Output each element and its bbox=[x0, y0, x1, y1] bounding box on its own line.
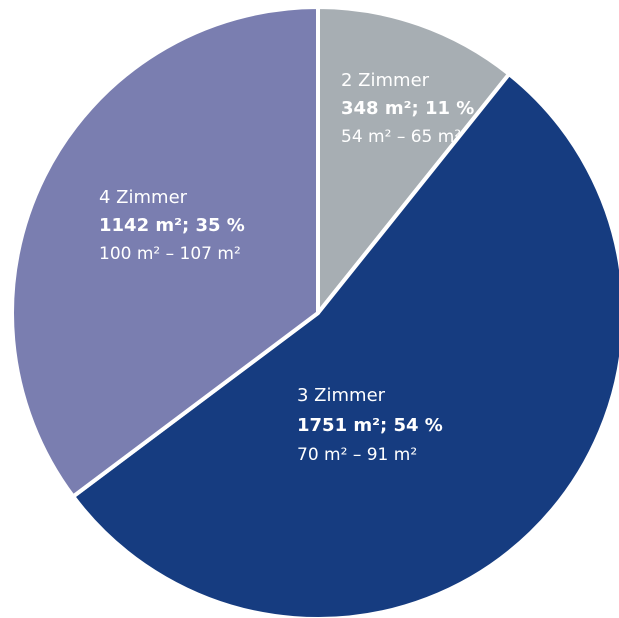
slice-label-area-3-zimmer: 1751 m²; 54 % bbox=[297, 415, 443, 436]
pie-slice-3-zimmer bbox=[71, 72, 619, 618]
slice-label-name-2-zimmer: 2 Zimmer bbox=[341, 70, 430, 91]
pie-slice-2-zimmer bbox=[316, 5, 512, 315]
pie-slices bbox=[10, 5, 619, 618]
slice-label-range-3-zimmer: 70 m² – 91 m² bbox=[297, 445, 417, 465]
slice-label-range-4-zimmer: 100 m² – 107 m² bbox=[99, 244, 241, 264]
slice-label-range-2-zimmer: 54 m² – 65 m² bbox=[341, 127, 461, 147]
slice-label-area-2-zimmer: 348 m²; 11 % bbox=[341, 98, 474, 119]
slice-label-name-4-zimmer: 4 Zimmer bbox=[99, 187, 188, 208]
slice-label-name-3-zimmer: 3 Zimmer bbox=[297, 385, 386, 406]
pie-slice-4-zimmer bbox=[10, 5, 320, 499]
slice-label-area-4-zimmer: 1142 m²; 35 % bbox=[99, 215, 245, 236]
